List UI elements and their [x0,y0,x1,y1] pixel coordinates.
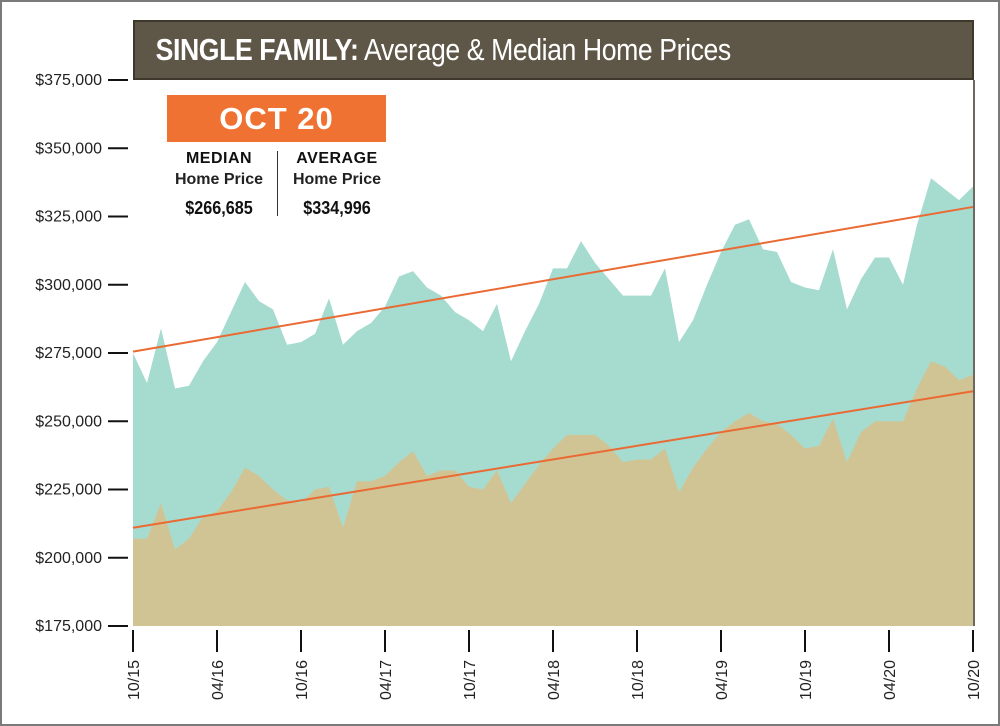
average-value: $334,996 [303,198,371,218]
plot-areas [133,80,975,626]
chart-title-bold: SINGLE FAMILY: [155,32,359,67]
x-tick-label: 10/17 [462,660,479,700]
y-tick-label: $250,000 [35,413,102,430]
y-tick-label: $325,000 [35,209,102,226]
y-tick-label: $175,000 [35,618,102,635]
chart-title: SINGLE FAMILY: Average & Median Home Pri… [135,32,732,68]
x-tick-label: 04/20 [882,660,899,700]
stat-divider [277,151,278,216]
y-axis: $175,000 $200,000 $225,000 $250,000 $275,000… [35,72,128,635]
x-tick-label: 04/16 [210,660,227,700]
x-tick-label: 10/18 [630,660,647,700]
y-tick-label: $375,000 [35,72,102,89]
y-tick-label: $300,000 [35,277,102,294]
x-tick-label: 10/20 [966,660,983,700]
x-axis: 10/15 04/16 10/16 04/17 10/17 04/18 10/18 04/19… [126,630,983,700]
x-tick-label: 04/19 [714,660,731,700]
x-tick-label: 10/16 [294,660,311,700]
median-label: MEDIAN [185,150,253,167]
median-stat: MEDIAN Home Price $266,685 [163,148,275,220]
average-trend-line [132,205,974,353]
y-tick-label: $350,000 [35,140,102,157]
x-tick-label: 04/18 [546,660,563,700]
median-trend-line [132,390,974,529]
y-tick-label: $275,000 [35,345,102,362]
x-tick-label: 10/15 [126,660,143,700]
median-price-area [133,361,973,626]
x-tick-label: 10/19 [798,660,815,700]
chart-title-rest: Average & Median Home Prices [358,32,731,67]
median-value: $266,685 [185,198,253,218]
median-sublabel: Home Price [174,171,264,188]
y-tick-label: $200,000 [35,550,102,567]
y-tick-label: $225,000 [35,482,102,499]
trend-lines [132,205,974,529]
period-badge: OCT 20 [167,95,386,142]
average-stat: AVERAGE Home Price $334,996 [281,148,393,220]
average-label: AVERAGE [296,150,378,167]
chart-title-bar: SINGLE FAMILY: Average & Median Home Pri… [133,20,974,80]
x-tick-label: 04/17 [378,660,395,700]
average-sublabel: Home Price [292,171,382,188]
